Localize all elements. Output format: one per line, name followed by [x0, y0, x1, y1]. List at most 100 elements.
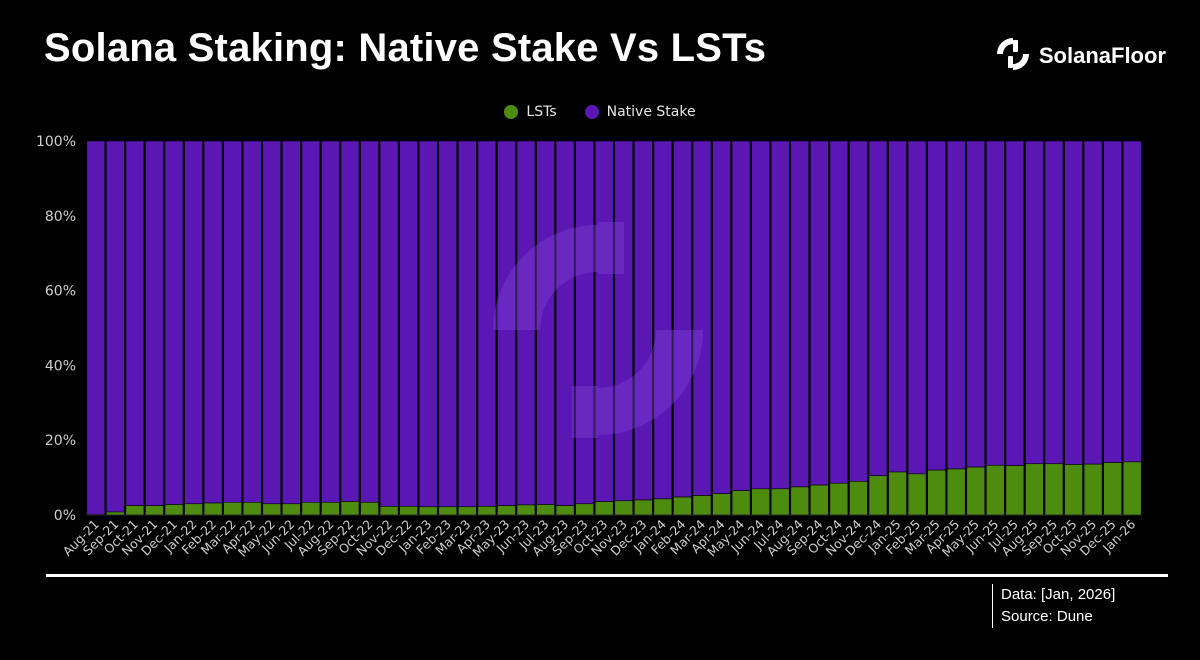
y-tick-label: 40% — [45, 358, 76, 374]
data-date-note: Data: [Jan, 2026] — [1001, 586, 1116, 603]
bar-native-stake — [692, 140, 712, 496]
bar-native-stake — [86, 140, 106, 515]
bar-native-stake — [1122, 140, 1142, 463]
bar-lsts — [418, 506, 438, 516]
bar-lsts — [145, 505, 164, 516]
bar-native-stake — [575, 140, 594, 505]
bar-lsts — [301, 501, 321, 516]
bar-lsts — [242, 501, 262, 516]
bar-lsts — [438, 506, 458, 516]
bar-native-stake — [770, 140, 790, 490]
bar-lsts — [282, 503, 301, 516]
legend-label-lsts: LSTs — [526, 104, 557, 120]
watermark-logo-icon — [493, 222, 703, 438]
bar-native-stake — [418, 140, 438, 508]
bar-lsts — [497, 505, 516, 516]
bar-native-stake — [614, 140, 634, 502]
bar-native-stake — [145, 140, 164, 506]
bar-native-stake — [379, 140, 399, 507]
legend-item-lsts[interactable]: LSTs — [504, 104, 557, 120]
bar-native-stake — [712, 140, 731, 494]
bar-lsts — [516, 504, 536, 516]
bar-native-stake — [340, 140, 360, 502]
bar-lsts — [653, 498, 673, 516]
bar-lsts — [164, 504, 184, 516]
chart-title: Solana Staking: Native Stake Vs LSTs — [44, 26, 767, 70]
bar-lsts — [634, 499, 653, 516]
bar-lsts — [770, 488, 790, 516]
bar-native-stake — [438, 140, 458, 508]
bar-native-stake — [829, 140, 849, 484]
bar-lsts — [184, 503, 203, 516]
footer-divider — [46, 574, 1168, 577]
watermark-bar-top — [598, 222, 624, 274]
bar-native-stake — [242, 140, 262, 503]
bar-lsts — [575, 503, 594, 516]
legend-swatch-lsts — [504, 105, 519, 119]
bar-native-stake — [223, 140, 242, 503]
bar-native-stake — [321, 140, 340, 503]
bar-lsts — [829, 482, 849, 516]
bar-lsts — [966, 466, 986, 516]
bar-native-stake — [399, 140, 418, 507]
bar-native-stake — [966, 140, 986, 468]
bar-lsts — [360, 501, 379, 516]
bar-lsts — [673, 496, 692, 516]
y-tick-label: 100% — [36, 134, 76, 150]
bar-native-stake — [986, 140, 1005, 466]
watermark-arc-top — [493, 225, 598, 330]
bar-native-stake — [731, 140, 751, 491]
bar-lsts — [458, 506, 477, 516]
bar-native-stake — [594, 140, 614, 502]
watermark-arc-bottom — [598, 330, 703, 435]
bar-lsts — [321, 501, 340, 516]
bar-lsts — [1025, 463, 1044, 516]
bar-native-stake — [477, 140, 497, 507]
bar-native-stake — [907, 140, 927, 475]
y-tick-label: 20% — [45, 433, 76, 449]
solanafloor-logo-icon — [995, 36, 1031, 76]
bar-lsts — [731, 490, 751, 516]
bar-native-stake — [849, 140, 868, 482]
bar-lsts — [790, 486, 810, 516]
bars-group — [86, 140, 1142, 516]
bar-lsts — [1083, 463, 1103, 516]
bar-lsts — [379, 506, 399, 516]
bar-lsts — [927, 469, 946, 516]
bar-lsts — [1122, 461, 1142, 516]
bar-lsts — [203, 502, 223, 516]
bar-lsts — [751, 488, 770, 516]
bar-lsts — [555, 505, 575, 516]
stacked-bar-chart: 0%20%40%60%80%100%Aug-21Sep-21Oct-21Nov-… — [36, 134, 1142, 560]
bar-native-stake — [751, 140, 770, 490]
y-tick-label: 60% — [45, 284, 76, 300]
bar-lsts — [1044, 463, 1064, 516]
bar-lsts — [907, 473, 927, 516]
bar-lsts — [692, 495, 712, 516]
legend-item-native-stake[interactable]: Native Stake — [584, 104, 696, 120]
bar-native-stake — [810, 140, 829, 486]
bar-lsts — [399, 506, 418, 516]
data-source-note: Source: Dune — [1001, 608, 1093, 625]
bar-lsts — [340, 501, 360, 516]
bar-lsts — [614, 500, 634, 516]
bar-lsts — [849, 481, 868, 516]
bar-native-stake — [946, 140, 966, 470]
bar-native-stake — [360, 140, 379, 503]
bar-native-stake — [203, 140, 223, 504]
bar-native-stake — [301, 140, 321, 503]
bar-native-stake — [927, 140, 946, 471]
watermark-bar-bottom — [572, 386, 598, 438]
bar-native-stake — [888, 140, 907, 473]
bar-native-stake — [184, 140, 203, 505]
bar-lsts — [262, 503, 282, 516]
bar-lsts — [125, 505, 145, 516]
legend-label-native-stake: Native Stake — [606, 104, 696, 120]
bar-lsts — [946, 468, 966, 516]
chart-legend: LSTs Native Stake — [0, 104, 1200, 120]
bar-lsts — [868, 475, 888, 516]
bar-lsts — [223, 501, 242, 516]
bar-native-stake — [125, 140, 145, 506]
bar-lsts — [810, 484, 829, 516]
bar-native-stake — [1064, 140, 1083, 465]
